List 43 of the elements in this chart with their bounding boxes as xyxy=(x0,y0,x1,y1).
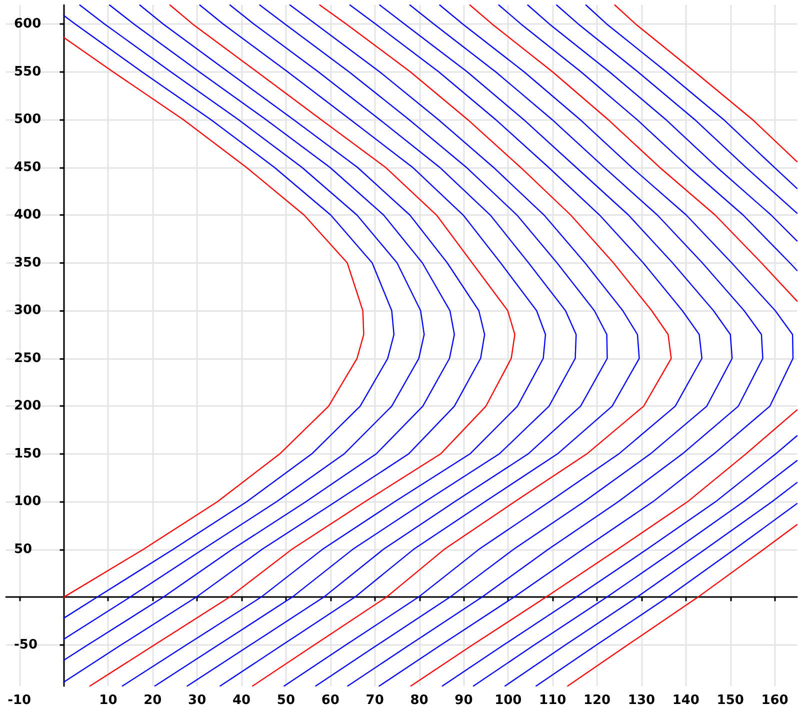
x-tick-label: 70 xyxy=(366,693,384,707)
x-tick-label: 110 xyxy=(539,693,566,707)
line-series xyxy=(567,524,798,687)
line-series xyxy=(63,36,364,598)
y-tick-label: 350 xyxy=(14,255,42,270)
x-tick-label: 10 xyxy=(99,693,118,707)
x-tick-label: 150 xyxy=(716,693,744,707)
y-tick-label: 250 xyxy=(14,350,42,366)
x-tick-label: 90 xyxy=(454,693,473,707)
line-series xyxy=(504,482,798,687)
line-series xyxy=(472,460,798,687)
y-tick-label: -50 xyxy=(14,637,38,652)
x-tick-label: 40 xyxy=(232,693,251,707)
line-series xyxy=(614,4,798,162)
x-tick-label: 120 xyxy=(583,693,611,707)
line-series xyxy=(585,4,798,189)
y-tick-label: 50 xyxy=(14,542,32,557)
x-tick-label: 140 xyxy=(672,693,700,707)
line-series xyxy=(498,4,798,272)
y-tick-label: 400 xyxy=(14,208,42,223)
line-series xyxy=(556,4,798,214)
y-tick-label: 150 xyxy=(14,446,42,462)
x-tick-label: -10 xyxy=(8,693,32,707)
x-tick-label: 160 xyxy=(761,693,788,707)
y-tick-label: 200 xyxy=(14,398,42,414)
y-tick-label: 600 xyxy=(14,16,42,32)
x-tick-label: 20 xyxy=(144,693,162,707)
x-tick-label: 30 xyxy=(188,693,206,707)
x-tick-label: 50 xyxy=(276,693,296,707)
y-tick-label: 300 xyxy=(14,303,42,318)
x-tick-label: 80 xyxy=(410,693,428,707)
y-tick-label: 450 xyxy=(14,160,42,175)
x-tick-label: 100 xyxy=(494,693,522,707)
y-tick-label: 100 xyxy=(14,494,42,510)
line-series xyxy=(410,409,798,687)
x-tick-label: 60 xyxy=(321,693,340,707)
line-series xyxy=(442,435,798,687)
y-tick-label: 500 xyxy=(14,112,42,128)
line-series xyxy=(527,4,798,242)
line-series xyxy=(469,4,798,302)
x-tick-label: 130 xyxy=(628,693,656,707)
y-tick-label: 550 xyxy=(14,64,42,80)
line-series xyxy=(536,502,798,687)
